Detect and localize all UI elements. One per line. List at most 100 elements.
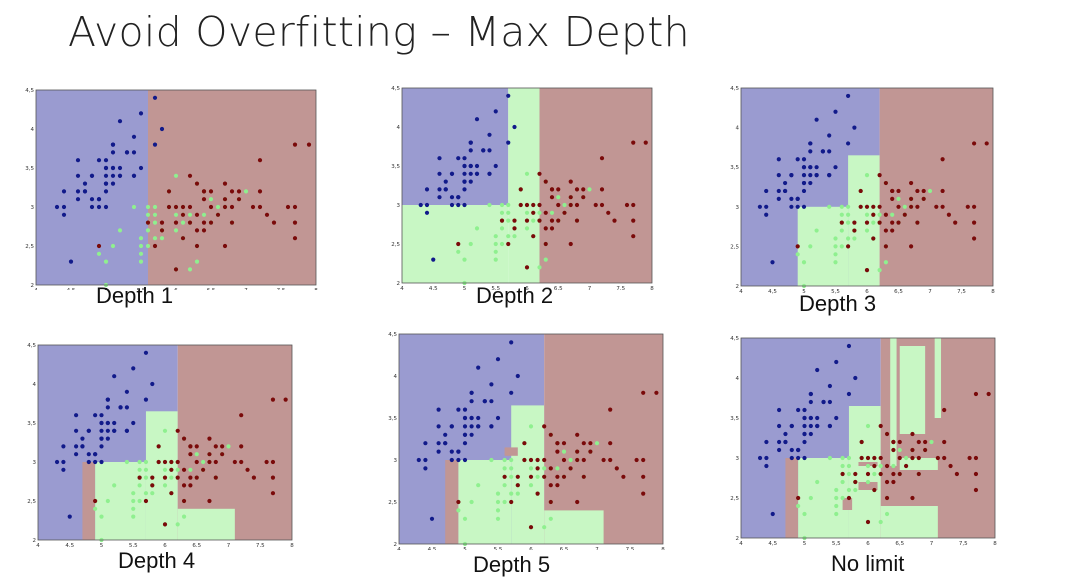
data-point-red [512,226,517,231]
data-point-blue [770,511,775,517]
y-tick-label: 4,5 [391,86,400,92]
data-point-red [923,447,928,453]
data-point-red [181,436,187,441]
data-point-red [877,204,882,209]
data-point-red [542,424,547,429]
data-point-blue [138,165,144,171]
data-point-green [173,228,179,233]
data-point-green [506,210,511,215]
data-point-red [871,212,876,217]
data-point-red [169,459,174,465]
data-point-red [194,228,200,233]
data-point-green [502,466,507,471]
data-point-green [555,466,560,471]
panel-depth-1: 4 4,5 5 5,5 6 6,5 7 7,5 8 2 2,5 3 3,5 4 4,5 Depth 1 [22,85,322,315]
data-point-red [853,471,858,477]
data-point-blue [808,415,813,421]
data-point-green [839,212,844,217]
data-point-blue [118,405,123,410]
data-point-blue [96,158,102,163]
data-point-blue [489,399,494,404]
data-point-blue [808,180,813,186]
data-point-red [207,452,212,457]
y-tick-label: 3 [736,456,740,462]
data-point-blue [509,390,514,395]
data-point-green [175,467,180,472]
data-point-red [213,475,218,480]
data-point-blue [783,439,788,445]
data-point-green [883,260,888,265]
data-point-red [574,187,580,192]
caption-depth-3: Depth 3 [799,291,877,316]
data-point-red [502,474,507,479]
x-tick-label: 5 [463,547,467,550]
y-tick-label: 2 [736,536,740,542]
data-point-red [556,187,561,192]
y-tick-label: 3,5 [391,164,400,170]
data-point-red [548,483,553,488]
data-point-blue [99,459,104,465]
data-point-blue [834,359,839,365]
data-point-blue [103,158,109,163]
data-point-red [194,212,200,217]
data-point-red [222,204,228,210]
data-point-blue [815,423,820,429]
data-point-green [456,508,461,513]
data-point-green [143,459,149,465]
data-point-red [257,158,263,163]
data-point-red [953,220,958,225]
data-point-red [608,457,613,463]
y-tick-label: 2,5 [27,499,36,505]
data-point-blue [105,405,110,410]
data-point-red [201,467,206,472]
data-point-blue [159,126,165,132]
data-point-blue [456,457,461,463]
data-point-blue [795,157,800,162]
data-point-green [840,463,845,469]
data-point-blue [846,391,852,397]
data-point-blue [436,407,441,412]
data-point-blue [431,257,436,262]
data-point-red [575,449,580,454]
data-point-blue [423,441,428,446]
data-point-blue [506,93,511,98]
region-green [798,458,849,538]
data-point-blue [789,196,794,201]
data-point-blue [489,382,494,387]
data-point-blue [124,428,129,433]
data-point-red [871,236,876,241]
x-tick-label: 7,5 [256,543,265,547]
data-point-blue [776,196,781,201]
y-tick-label: 4 [397,125,401,131]
panel-depth-5: 4 4,5 5 5,5 6 6,5 7 7,5 8 2 2,5 3 3,5 4 4,5 Depth 5 [385,330,670,580]
data-point-blue [93,459,98,465]
data-point-green [864,228,870,233]
data-point-green [487,202,492,208]
data-point-blue [75,173,81,178]
data-point-blue [424,187,430,192]
data-point-blue [777,447,782,453]
data-point-red [528,474,534,479]
data-point-red [641,474,646,479]
data-point-red [251,475,256,480]
x-tick-label: 4,5 [428,547,437,550]
data-point-red [568,195,573,200]
data-point-red [208,189,214,194]
data-point-red [890,188,895,194]
data-point-red [871,204,876,209]
data-point-blue [110,142,116,147]
data-point-blue [476,424,481,429]
data-point-blue [764,204,769,209]
decision-boundary-plot-depth-1: 4 4,5 5 5,5 6 6,5 7 7,5 8 2 2,5 3 3,5 4 4,5 [25,88,318,290]
data-point-red [916,455,921,461]
data-point-red [839,220,844,225]
data-point-red [884,431,890,437]
data-point-red [285,204,291,210]
data-point-blue [808,149,813,154]
data-point-red [188,452,193,457]
data-point-blue [436,449,441,454]
data-point-blue [110,150,116,155]
data-point-red [220,444,225,449]
data-point-green [499,202,505,208]
data-point-red [883,180,888,186]
